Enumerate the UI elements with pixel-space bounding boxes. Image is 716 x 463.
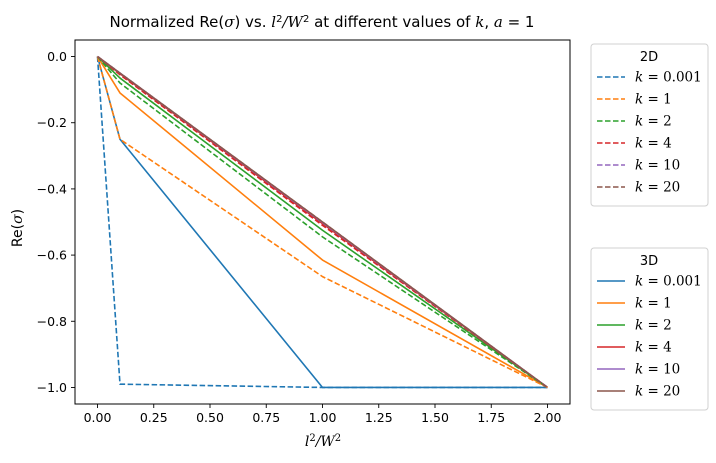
chart-title: Normalized Re(σ) vs. l2/W2 at different … bbox=[110, 13, 535, 31]
legend-label: k = 4 bbox=[635, 136, 672, 152]
legend-label: k = 2 bbox=[635, 318, 672, 334]
legend-title: 3D bbox=[640, 254, 658, 269]
legend-label: k = 1 bbox=[635, 296, 672, 312]
x-axis-label: l2/W2 bbox=[305, 433, 341, 451]
x-tick-label: 1.00 bbox=[309, 410, 337, 425]
y-tick-label: −0.6 bbox=[37, 248, 67, 263]
legend-label: k = 10 bbox=[635, 362, 680, 378]
x-tick-label: 0.75 bbox=[252, 410, 280, 425]
legend-title: 2D bbox=[640, 50, 658, 65]
x-tick-label: 0.50 bbox=[196, 410, 224, 425]
legend-label: k = 0.001 bbox=[635, 274, 702, 290]
x-tick-label: 2.00 bbox=[534, 410, 562, 425]
legend-label: k = 20 bbox=[635, 384, 680, 400]
series-line-2d-k-2 bbox=[96, 56, 548, 389]
x-tick-label: 1.50 bbox=[421, 410, 449, 425]
legend-label: k = 2 bbox=[635, 114, 672, 130]
y-tick-label: −0.8 bbox=[37, 314, 67, 329]
y-axis-label: Re(σ) bbox=[10, 209, 26, 247]
legend-label: k = 10 bbox=[635, 158, 680, 174]
series-line-2d-k-20 bbox=[97, 55, 548, 389]
legend-label: k = 1 bbox=[635, 92, 672, 108]
series-line-2d-k-4 bbox=[96, 55, 548, 389]
y-tick-label: −1.0 bbox=[37, 380, 67, 395]
y-tick-label: 0.0 bbox=[47, 49, 67, 64]
legend-label: k = 4 bbox=[635, 340, 672, 356]
y-tick-label: −0.4 bbox=[37, 181, 67, 196]
series-line-3d-k-2 bbox=[96, 55, 548, 389]
series-line-2d-k-1 bbox=[96, 56, 548, 389]
x-tick-label: 1.75 bbox=[477, 410, 505, 425]
legend-2d: 2D k = 0.001 k = 1 k = 2 k = 4 k = 10 k = 20 bbox=[590, 43, 709, 207]
x-tick-label: 0.25 bbox=[140, 410, 168, 425]
series-line-2d-k-0.001 bbox=[96, 56, 548, 389]
x-tick-label: 0.00 bbox=[84, 410, 112, 425]
y-tick-label: −0.2 bbox=[37, 115, 67, 130]
legend-label: k = 20 bbox=[635, 180, 680, 196]
legend-label: k = 0.001 bbox=[635, 70, 702, 86]
series-line-3d-k-1 bbox=[96, 56, 548, 389]
x-tick-label: 1.25 bbox=[365, 410, 393, 425]
legend-box bbox=[590, 43, 709, 207]
legend-3d: 3D k = 0.001 k = 1 k = 2 k = 4 k = 10 k = 20 bbox=[590, 247, 709, 411]
